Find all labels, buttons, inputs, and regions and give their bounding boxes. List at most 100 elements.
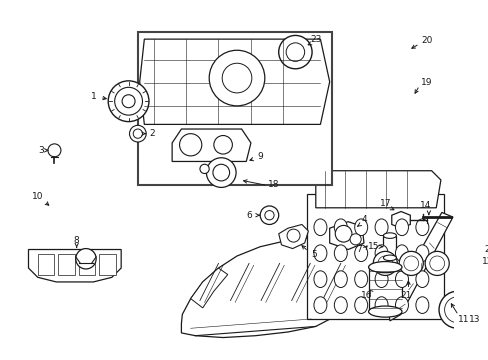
Ellipse shape <box>395 271 407 288</box>
Ellipse shape <box>334 297 346 314</box>
Ellipse shape <box>313 219 326 235</box>
Text: 23: 23 <box>309 35 321 44</box>
Text: 6: 6 <box>245 211 251 220</box>
Ellipse shape <box>395 219 407 235</box>
Polygon shape <box>315 171 440 208</box>
Ellipse shape <box>374 219 387 235</box>
Circle shape <box>122 95 135 108</box>
Polygon shape <box>306 194 443 319</box>
Circle shape <box>487 213 488 239</box>
Polygon shape <box>368 267 401 312</box>
Circle shape <box>213 135 232 154</box>
Text: 1: 1 <box>90 92 96 101</box>
Polygon shape <box>140 39 329 125</box>
Circle shape <box>115 87 142 115</box>
Polygon shape <box>38 254 54 275</box>
Circle shape <box>424 251 448 275</box>
Ellipse shape <box>383 233 396 238</box>
Text: 4: 4 <box>361 215 366 224</box>
Circle shape <box>260 206 278 225</box>
Text: 7: 7 <box>356 245 362 254</box>
Ellipse shape <box>415 271 428 288</box>
Polygon shape <box>383 235 396 258</box>
Ellipse shape <box>354 271 367 288</box>
Polygon shape <box>190 268 227 308</box>
Circle shape <box>335 225 351 242</box>
Circle shape <box>129 125 146 142</box>
Ellipse shape <box>374 297 387 314</box>
Text: 11: 11 <box>457 315 469 324</box>
Polygon shape <box>99 254 115 275</box>
Polygon shape <box>138 32 332 185</box>
Text: 22: 22 <box>484 245 488 254</box>
Circle shape <box>108 81 149 122</box>
Ellipse shape <box>368 262 401 273</box>
Circle shape <box>372 251 397 275</box>
Polygon shape <box>58 254 75 275</box>
Text: 9: 9 <box>257 152 263 161</box>
Text: 16: 16 <box>360 291 372 300</box>
Circle shape <box>377 256 392 271</box>
Text: 15: 15 <box>367 242 379 251</box>
Ellipse shape <box>354 245 367 262</box>
Ellipse shape <box>334 219 346 235</box>
Text: 12: 12 <box>481 257 488 266</box>
Polygon shape <box>391 212 409 228</box>
Text: 2: 2 <box>149 129 154 138</box>
Ellipse shape <box>368 306 401 317</box>
Circle shape <box>76 248 96 269</box>
Circle shape <box>480 206 488 247</box>
Ellipse shape <box>374 271 387 288</box>
Text: 8: 8 <box>74 236 80 245</box>
Ellipse shape <box>383 255 396 261</box>
Ellipse shape <box>313 297 326 314</box>
Polygon shape <box>172 129 250 162</box>
Circle shape <box>459 249 471 262</box>
Text: 13: 13 <box>468 315 479 324</box>
Text: 19: 19 <box>420 78 432 87</box>
Ellipse shape <box>313 271 326 288</box>
Ellipse shape <box>415 297 428 314</box>
Text: 20: 20 <box>421 36 432 45</box>
Circle shape <box>285 43 304 61</box>
Circle shape <box>209 50 264 106</box>
Circle shape <box>206 158 236 188</box>
Circle shape <box>278 35 311 69</box>
Ellipse shape <box>313 245 326 262</box>
Circle shape <box>473 262 488 279</box>
Circle shape <box>403 256 418 271</box>
Polygon shape <box>329 222 363 249</box>
Ellipse shape <box>334 245 346 262</box>
Circle shape <box>349 234 361 245</box>
Ellipse shape <box>395 245 407 262</box>
Text: 17: 17 <box>379 199 390 208</box>
Ellipse shape <box>354 219 367 235</box>
Text: 21: 21 <box>399 291 410 300</box>
Circle shape <box>264 211 273 220</box>
Circle shape <box>438 291 475 328</box>
Text: 10: 10 <box>32 192 43 201</box>
Ellipse shape <box>415 245 428 262</box>
Text: 14: 14 <box>419 202 430 211</box>
Circle shape <box>48 144 61 157</box>
Text: 18: 18 <box>268 180 279 189</box>
Text: 3: 3 <box>39 146 44 155</box>
Circle shape <box>429 256 444 271</box>
Circle shape <box>222 63 251 93</box>
Circle shape <box>398 251 423 275</box>
Polygon shape <box>278 225 308 248</box>
Polygon shape <box>79 254 95 275</box>
Ellipse shape <box>374 245 387 262</box>
Circle shape <box>200 164 209 174</box>
Circle shape <box>455 246 475 266</box>
Circle shape <box>477 261 488 274</box>
Polygon shape <box>181 238 357 338</box>
Polygon shape <box>387 212 452 321</box>
Ellipse shape <box>415 219 428 235</box>
Circle shape <box>133 129 142 138</box>
Ellipse shape <box>354 297 367 314</box>
Ellipse shape <box>334 271 346 288</box>
Circle shape <box>444 297 469 323</box>
Circle shape <box>212 164 229 181</box>
Text: 5: 5 <box>310 249 316 258</box>
